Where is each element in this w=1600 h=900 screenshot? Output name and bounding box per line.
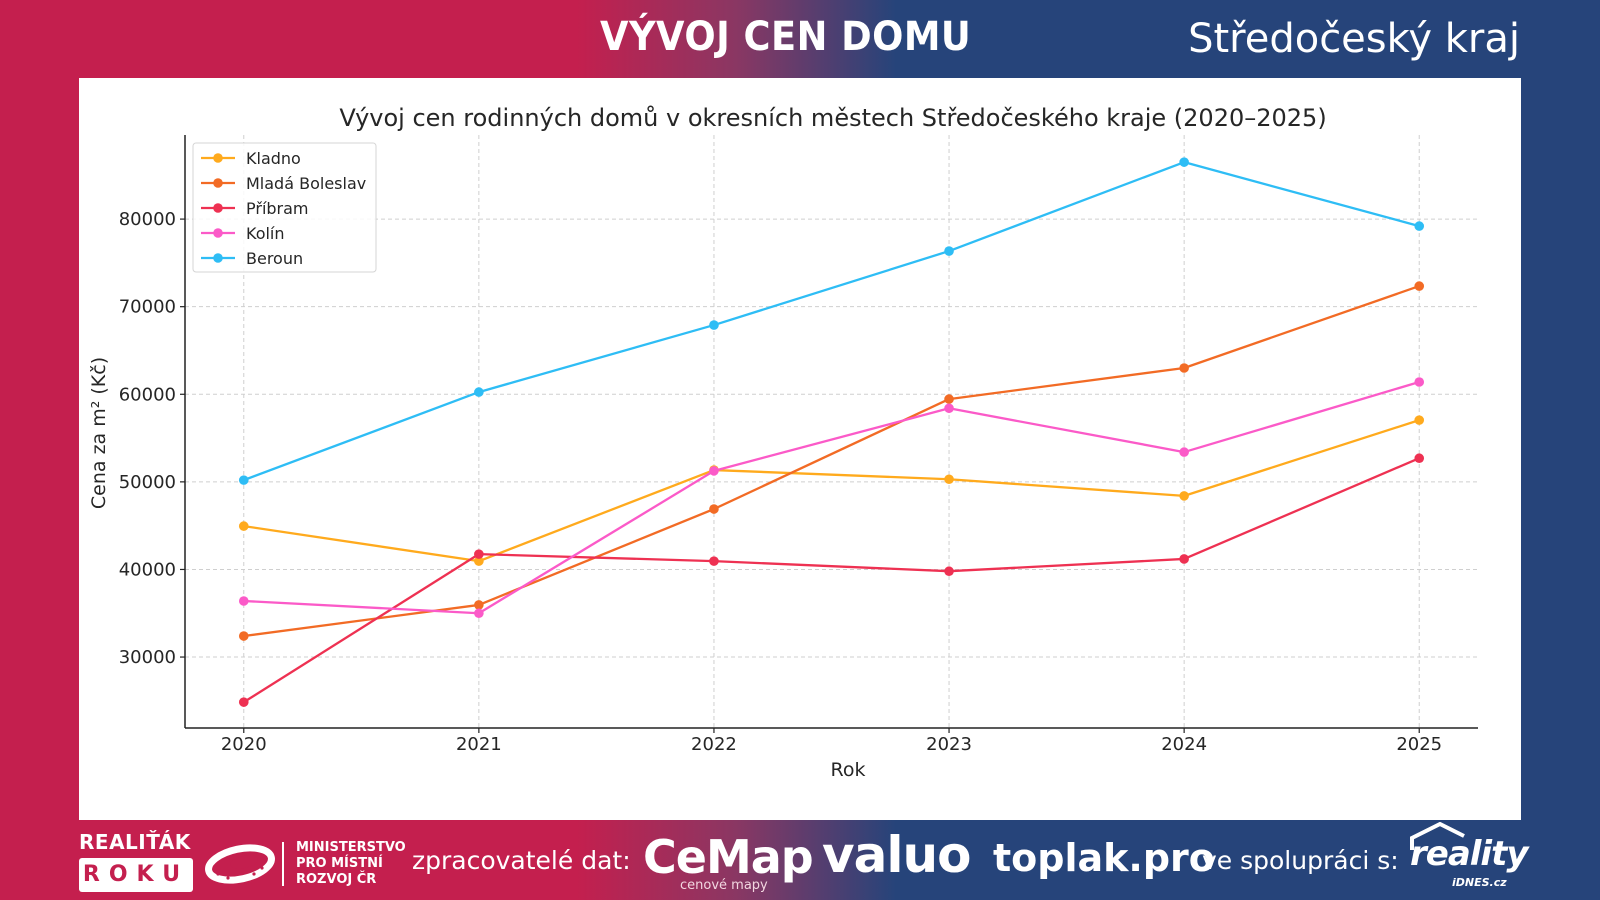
x-tick-label: 2021 [456,734,502,755]
x-axis-label: Rok [831,759,866,781]
reality-idnes-logo: reality [1410,834,1528,874]
data-point-kladno [944,474,954,485]
toplak-logo: toplak.pro [993,836,1215,880]
y-axis-label: Cena za m² (Kč) [88,357,110,509]
y-tick-label: 60000 [119,384,176,405]
data-point-mlada-boleslav [1414,281,1425,291]
mmr-logo-icon [204,840,276,890]
data-point-beroun [1414,221,1425,231]
legend-item-kladno: Kladno [201,149,301,168]
data-point-mlada-boleslav [944,394,954,404]
data-point-kolin [238,596,249,606]
data-point-beroun [474,387,484,397]
data-point-kolin [474,608,484,619]
series-kladno [238,415,1425,566]
cemap-logo: CeMap [643,830,814,884]
data-point-kladno [1414,415,1425,425]
legend-marker [213,153,223,163]
chart-panel: Vývoj cen rodinných domů v okresních měs… [79,78,1521,820]
mmr-line-1: MINISTERSTVO [296,840,406,855]
valuo-logo: valuo [822,826,971,884]
data-point-beroun [709,320,719,330]
x-tick-label: 2025 [1396,734,1442,755]
data-point-mlada-boleslav [1179,363,1189,373]
data-point-kolin [709,466,719,476]
x-tick-label: 2022 [691,734,737,755]
y-tick-label: 30000 [119,647,176,668]
data-point-pribram [1179,554,1189,564]
legend-label: Kladno [246,149,301,168]
data-point-beroun [238,475,249,485]
data-point-pribram [1414,453,1425,464]
y-tick-label: 40000 [119,559,176,580]
series-beroun [238,157,1425,485]
data-point-pribram [474,549,484,559]
series-group [238,157,1425,707]
y-tick-label: 80000 [119,209,176,230]
line-chart: Vývoj cen rodinných domů v okresních měs… [88,104,1478,781]
series-kolin [238,377,1425,619]
series-mlada-boleslav [238,281,1425,641]
legend: Kladno Mladá Boleslav Příbram Kolín Beroun [192,142,377,273]
chart-title: Vývoj cen rodinných domů v okresních měs… [339,104,1326,132]
series-line-mlada-boleslav [243,285,1420,638]
footer: REALIŤÁK ROKU MINISTERSTVO PRO MÍSTNÍ RO… [0,820,1600,900]
data-point-kolin [944,403,954,414]
legend-item-pribram: Příbram [201,199,309,218]
data-point-kolin [1179,447,1189,457]
realitak-logo-text: REALIŤÁK [79,830,191,854]
data-point-mlada-boleslav [709,504,719,514]
x-tick-label: 2024 [1161,734,1207,755]
data-point-kladno [474,556,484,566]
series-line-kolin [243,380,1420,615]
legend-marker [213,228,223,238]
data-point-pribram [944,566,954,577]
series-line-pribram [243,457,1420,704]
cooperation-label: ve spolupráci s: [1202,846,1399,875]
legend-label: Beroun [246,249,303,268]
data-point-beroun [1179,157,1189,167]
region-title: Středočeský kraj [1188,16,1520,62]
series-line-beroun [243,161,1420,482]
legend-marker [213,253,223,263]
processors-label: zpracovatelé dat: [412,846,631,875]
x-tick-label: 2023 [926,734,972,755]
mmr-line-2: PRO MÍSTNÍ [296,856,383,871]
y-tick-label: 70000 [119,297,176,318]
realitak-logo-box: ROKU [79,858,193,892]
data-point-pribram [238,697,249,707]
legend-label: Mladá Boleslav [246,174,366,193]
legend-label: Příbram [246,199,309,218]
data-point-beroun [944,246,954,256]
legend-box [192,142,377,273]
mmr-line-3: ROZVOJ ČR [296,872,377,887]
mmr-logo-text: MINISTERSTVO PRO MÍSTNÍ ROZVOJ ČR [296,840,406,888]
data-point-kolin [1414,377,1425,387]
legend-item-mlada-boleslav: Mladá Boleslav [201,174,366,193]
axes: 2020 2021 2022 2023 2024 2025 30000 40000 50000 6… [119,135,1478,755]
data-point-kladno [238,521,249,531]
grid-lines [185,135,1478,728]
series-line-kladno [243,419,1420,563]
divider [282,842,284,886]
legend-marker [213,178,223,188]
legend-label: Kolín [246,224,285,243]
data-point-pribram [709,556,719,566]
legend-item-kolin: Kolín [201,224,285,243]
x-tick-label: 2020 [221,734,267,755]
legend-item-beroun: Beroun [201,249,303,268]
reality-idnes-subtitle: iDNES.cz [1452,876,1507,889]
data-point-kladno [1179,491,1189,501]
page-title: VÝVOJ CEN DOMU [600,14,972,60]
y-tick-label: 50000 [119,472,176,493]
legend-marker [213,203,223,213]
house-icon [1408,821,1468,856]
series-pribram [238,453,1425,707]
cemap-subtitle: cenové mapy [680,878,768,893]
data-point-mlada-boleslav [238,631,249,641]
data-point-mlada-boleslav [474,600,484,610]
